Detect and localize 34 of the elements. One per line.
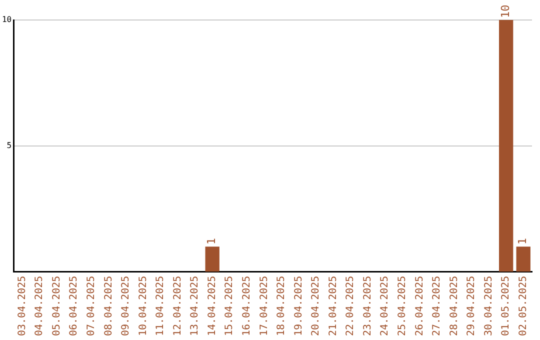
x-tick-label: 17.04.2025 xyxy=(258,276,270,336)
x-tick-label: 14.04.2025 xyxy=(206,276,218,336)
data-label: 1 xyxy=(516,238,530,245)
x-tick-label: 23.04.2025 xyxy=(362,276,374,336)
x-tick-label: 20.04.2025 xyxy=(310,276,322,336)
x-tick-label: 27.04.2025 xyxy=(432,276,443,336)
x-tick-label: 11.04.2025 xyxy=(155,276,166,336)
x-tick-label: 04.04.2025 xyxy=(34,276,46,336)
x-tick-label: 10.04.2025 xyxy=(138,276,149,336)
x-tick-label: 06.04.2025 xyxy=(68,276,80,336)
x-tick-label: 18.04.2025 xyxy=(276,276,288,336)
x-tick-label: 19.04.2025 xyxy=(293,276,304,336)
x-tick-label: 09.04.2025 xyxy=(120,276,132,336)
y-tick-label: 5 xyxy=(6,140,12,150)
x-tick-label: 22.04.2025 xyxy=(345,276,356,336)
x-tick-label: 16.04.2025 xyxy=(241,276,252,336)
x-tick-label: 05.04.2025 xyxy=(51,276,62,336)
x-tick-label: 01.05.2025 xyxy=(500,276,512,336)
data-label: 10 xyxy=(498,4,512,18)
x-tick-label: 07.04.2025 xyxy=(86,276,97,336)
x-tick-label: 25.04.2025 xyxy=(397,276,408,336)
data-label: 1 xyxy=(205,238,218,245)
x-tick-label: 30.04.2025 xyxy=(483,276,494,336)
x-tick-label: 03.04.2025 xyxy=(16,276,28,336)
x-tick-label: 12.04.2025 xyxy=(172,276,184,336)
x-tick-label: 21.04.2025 xyxy=(328,276,339,336)
x-tick-label: 28.04.2025 xyxy=(448,276,460,336)
x-tick-label: 24.04.2025 xyxy=(380,276,391,336)
x-tick-label: 08.04.2025 xyxy=(103,276,114,336)
x-tick-label: 13.04.2025 xyxy=(190,276,201,336)
x-tick-label: 02.05.2025 xyxy=(518,276,529,336)
x-tick-label: 26.04.2025 xyxy=(414,276,426,336)
x-tick-label: 29.04.2025 xyxy=(466,276,478,336)
x-tick-label: 15.04.2025 xyxy=(224,276,236,336)
